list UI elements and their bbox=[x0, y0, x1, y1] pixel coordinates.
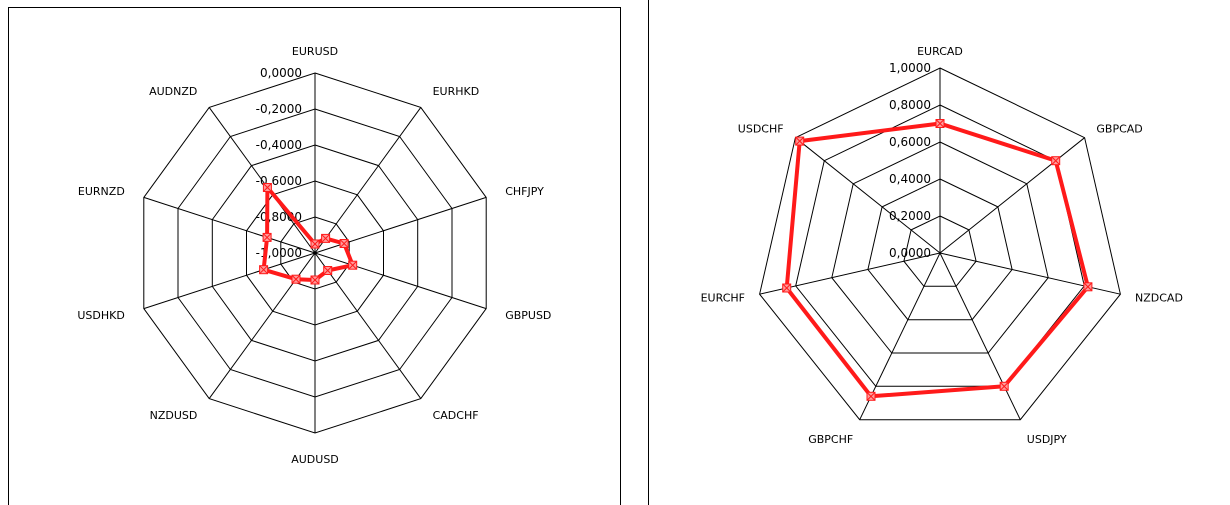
grid-ring bbox=[903, 215, 977, 287]
category-label: EURNZD bbox=[78, 185, 125, 198]
category-label: USDJPY bbox=[1027, 433, 1067, 446]
data-point-cross bbox=[323, 266, 333, 275]
grid-spoke bbox=[939, 252, 1121, 295]
category-label: USDCHF bbox=[738, 122, 784, 135]
axis-tick-label: 0,8000 bbox=[889, 98, 931, 112]
data-point bbox=[999, 381, 1009, 391]
data-point-cross bbox=[339, 239, 349, 248]
radar-chart-right: 1,0000 0,8000 0,6000 0,4000 0,2000 0,0000 EURC… bbox=[701, 45, 1183, 446]
data-point-cross bbox=[310, 275, 320, 285]
grid-spoke bbox=[314, 252, 487, 310]
data-point bbox=[782, 283, 792, 293]
data-point bbox=[795, 136, 805, 146]
data-point-cross bbox=[1051, 156, 1061, 166]
category-label: NZDCAD bbox=[1135, 292, 1183, 305]
data-point-cross bbox=[291, 274, 301, 284]
category-label: GBPCAD bbox=[1096, 122, 1142, 135]
data-point-cross bbox=[782, 283, 792, 293]
grid-spoke bbox=[143, 252, 316, 310]
data-point bbox=[323, 266, 333, 275]
grid-spoke bbox=[795, 137, 941, 254]
axis-tick-label: 0,0000 bbox=[889, 246, 931, 260]
data-point bbox=[259, 265, 269, 275]
axis-tick-label: 1,0000 bbox=[889, 61, 931, 75]
radar-chart-left: 0,0000-0,2000-0,4000-0,6000-0,8000-1,000… bbox=[77, 45, 551, 466]
category-label: CHFJPY bbox=[505, 185, 544, 198]
data-point-cross bbox=[795, 136, 805, 146]
data-point bbox=[291, 274, 301, 284]
axis-tick-label: -0,4000 bbox=[256, 138, 302, 152]
category-label: EURUSD bbox=[292, 45, 338, 58]
data-point-cross bbox=[310, 239, 320, 249]
axis-tick-label: -1,0000 bbox=[256, 246, 302, 260]
grid-ring bbox=[759, 67, 1121, 421]
axis-tick-label: 0,0000 bbox=[260, 66, 302, 80]
data-point bbox=[339, 239, 349, 248]
category-label: EURCHF bbox=[701, 292, 745, 305]
axis-tick-label: 0,6000 bbox=[889, 135, 931, 149]
data-point-cross bbox=[999, 381, 1009, 391]
series-line bbox=[261, 185, 355, 282]
category-label: CADCHF bbox=[433, 409, 479, 422]
category-label: EURHKD bbox=[433, 85, 480, 98]
category-label: GBPUSD bbox=[505, 309, 551, 322]
grid-spoke bbox=[143, 196, 316, 254]
category-label: USDHKD bbox=[77, 309, 124, 322]
data-point-cross bbox=[1083, 282, 1093, 292]
data-point bbox=[1083, 282, 1093, 292]
category-label: EURCAD bbox=[917, 45, 963, 58]
category-label: AUDNZD bbox=[149, 85, 197, 98]
data-point-cross bbox=[321, 234, 330, 243]
data-point-cross bbox=[935, 119, 945, 128]
data-point bbox=[935, 119, 945, 128]
grid-spoke bbox=[314, 107, 422, 254]
data-point-cross bbox=[262, 233, 272, 242]
data-point bbox=[866, 391, 876, 401]
chart-frame-left bbox=[8, 7, 621, 505]
axis-tick-label: 0,4000 bbox=[889, 172, 931, 186]
data-point bbox=[262, 232, 272, 242]
axis-tick-label: -0,6000 bbox=[256, 174, 302, 188]
data-point bbox=[1051, 156, 1061, 166]
grid-ring bbox=[867, 178, 1013, 321]
data-point bbox=[321, 233, 331, 243]
category-label: AUDUSD bbox=[291, 453, 339, 466]
data-point-cross bbox=[263, 183, 272, 192]
axis-tick-label: 0,2000 bbox=[889, 209, 931, 223]
grid-ring bbox=[831, 141, 1049, 354]
grid-spoke bbox=[939, 252, 1021, 420]
data-point-cross bbox=[259, 265, 268, 275]
data-point bbox=[310, 239, 320, 249]
data-point bbox=[348, 260, 358, 270]
data-point-cross bbox=[866, 391, 876, 401]
data-point-cross bbox=[348, 260, 358, 270]
data-point bbox=[310, 275, 320, 285]
axis-tick-label: -0,2000 bbox=[256, 102, 302, 116]
series-line bbox=[784, 121, 1090, 399]
data-point bbox=[262, 183, 272, 192]
category-label: GBPCHF bbox=[808, 433, 853, 446]
grid-spoke bbox=[939, 137, 1085, 254]
grid-spoke bbox=[208, 107, 316, 254]
category-label: NZDUSD bbox=[150, 409, 198, 422]
grid-spoke bbox=[314, 252, 422, 399]
